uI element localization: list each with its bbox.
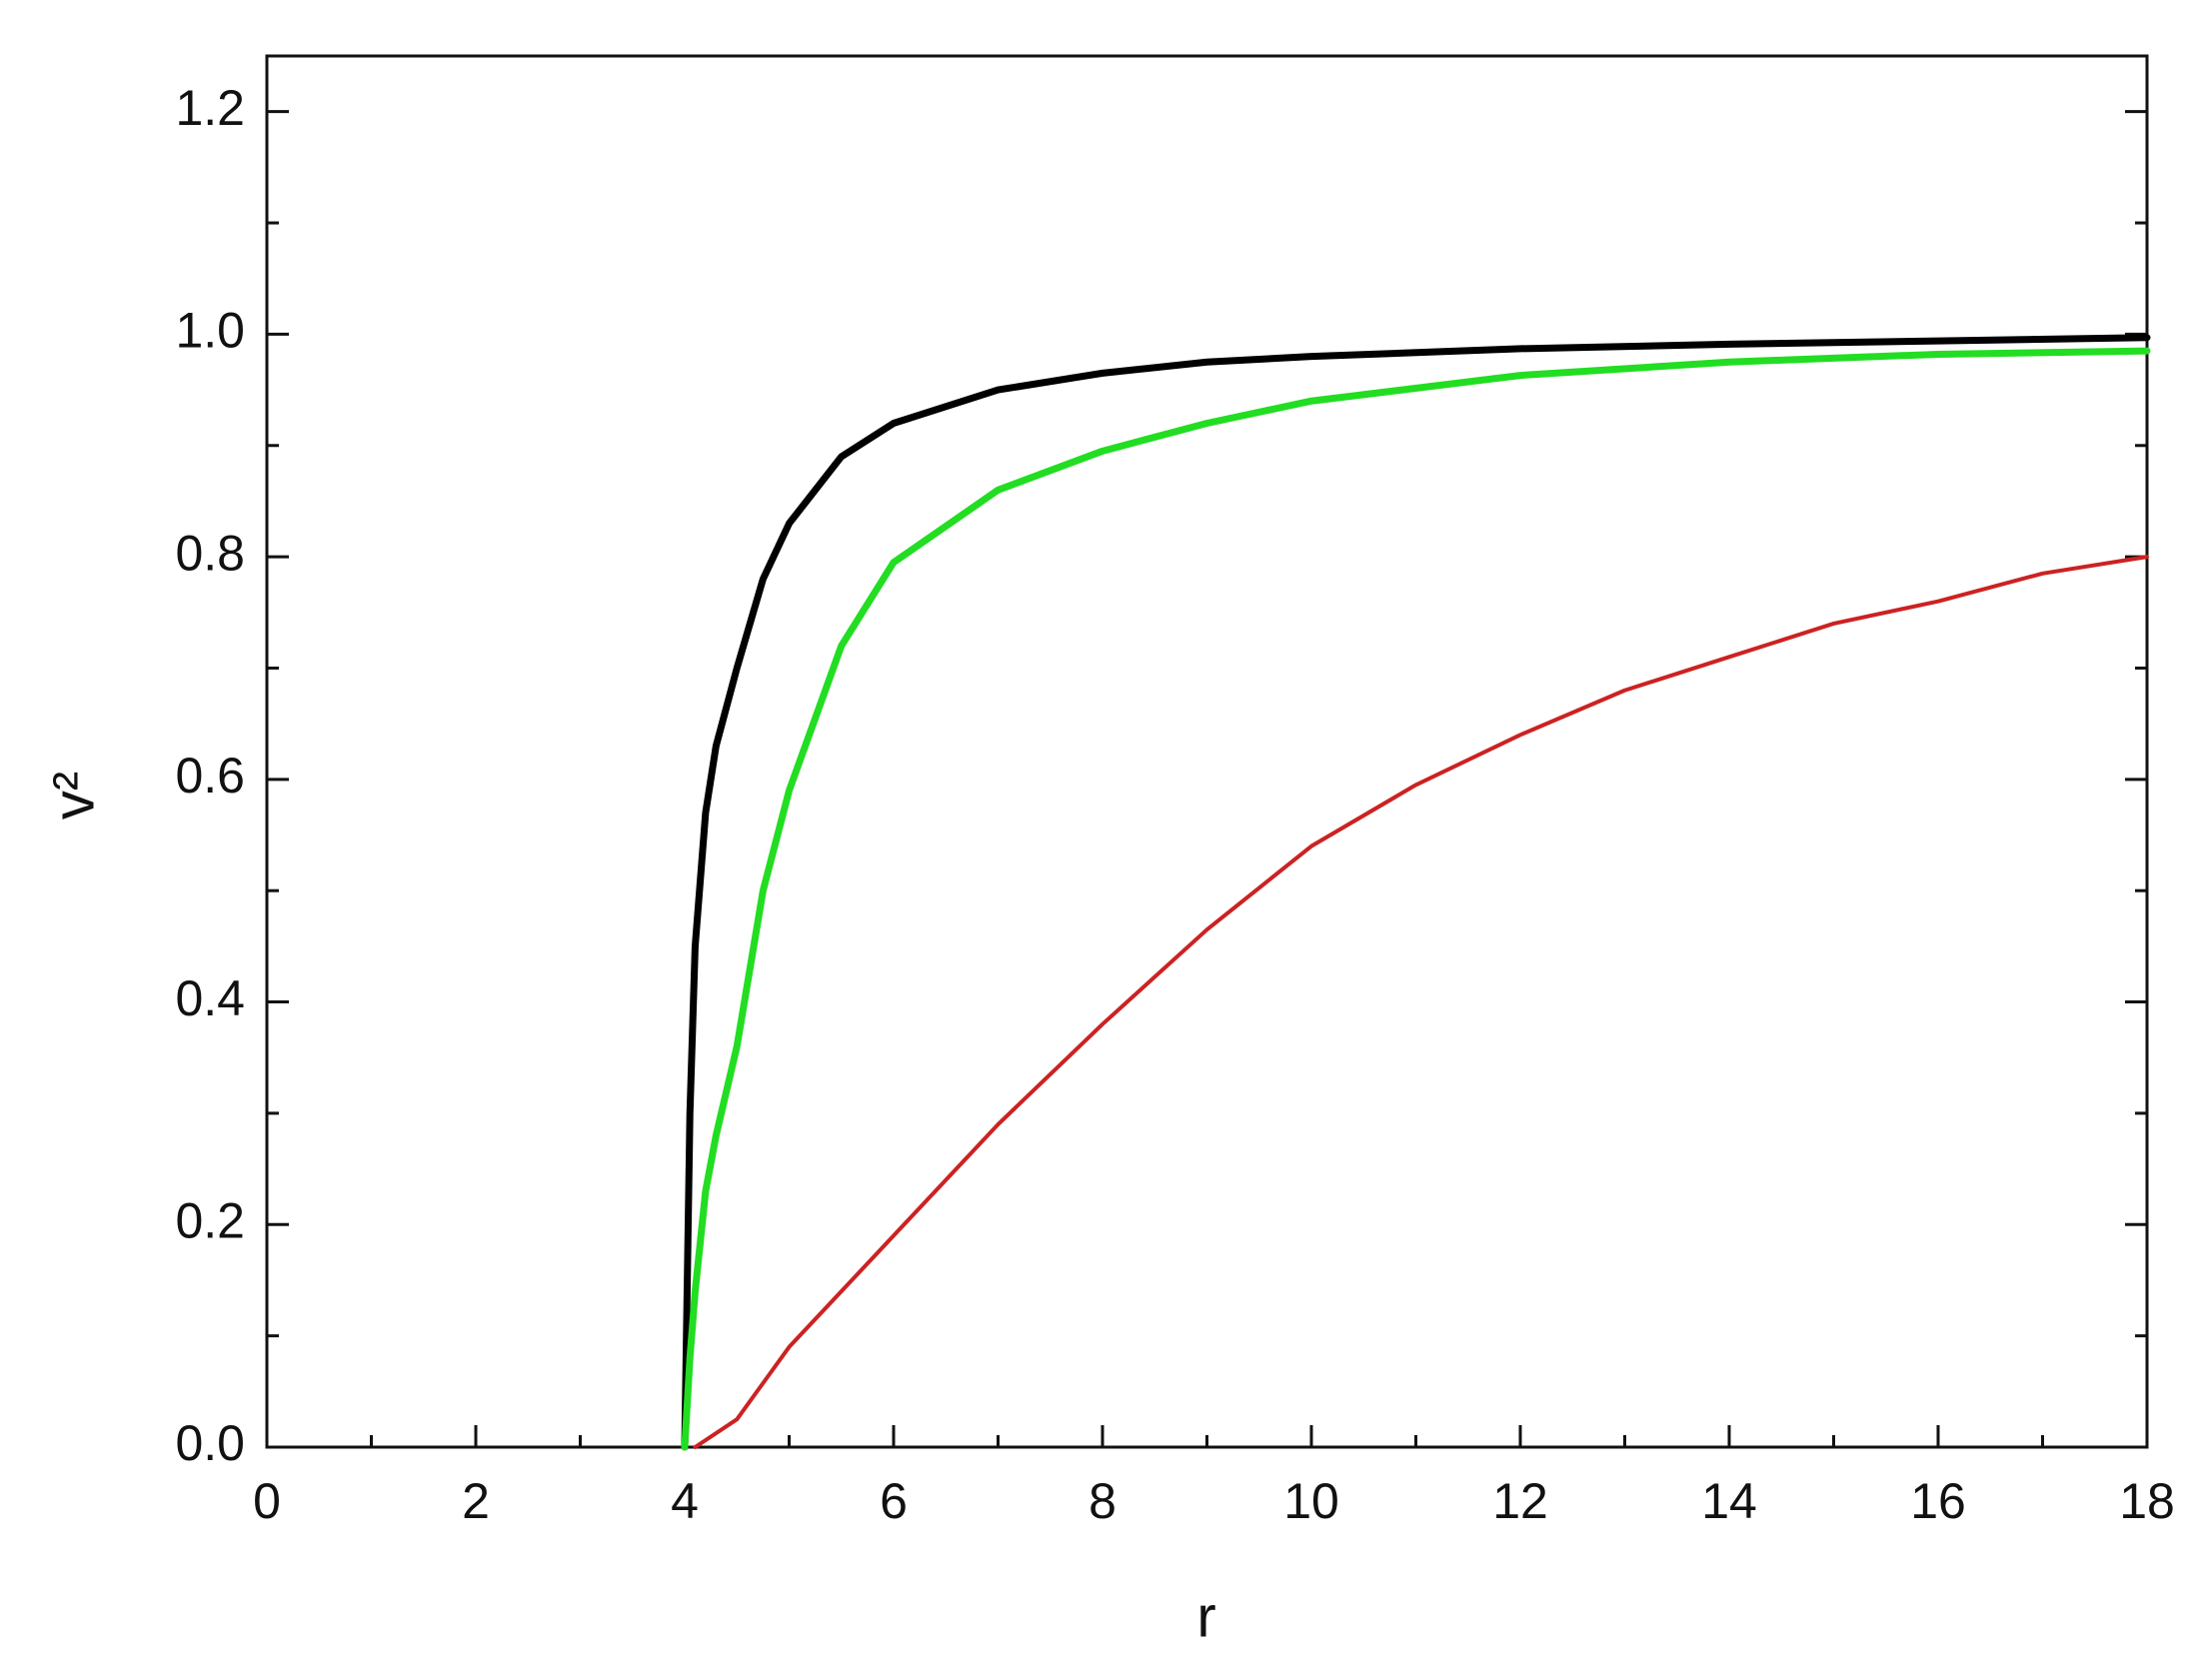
y-axis-label: v² [41, 772, 106, 820]
plot-frame [265, 54, 2149, 1449]
x-axis-label: r [1196, 1584, 1215, 1649]
y-tick-label: 1.0 [175, 303, 245, 359]
x-tick-label: 0 [253, 1473, 281, 1529]
x-tick-label: 10 [1283, 1473, 1339, 1529]
y-tick-label: 1.2 [175, 80, 245, 136]
y-tick-label: 0.0 [175, 1415, 245, 1471]
series-line [681, 347, 2151, 1451]
x-tick-label: 18 [2119, 1473, 2175, 1529]
series-line [681, 334, 2151, 1451]
x-tick-label: 14 [1701, 1473, 1757, 1529]
y-tick-label: 0.2 [175, 1192, 245, 1248]
x-tick-label: 2 [462, 1473, 490, 1529]
x-tick-label: 6 [880, 1473, 908, 1529]
y-tick-label: 0.4 [175, 970, 245, 1026]
x-tick-label: 16 [1910, 1473, 1966, 1529]
y-tick-label: 0.6 [175, 748, 245, 804]
x-tick-label: 4 [671, 1473, 699, 1529]
x-tick-label: 12 [1492, 1473, 1548, 1529]
x-tick-label: 8 [1089, 1473, 1116, 1529]
series-line [693, 555, 2149, 1449]
y-tick-label: 0.8 [175, 525, 245, 581]
